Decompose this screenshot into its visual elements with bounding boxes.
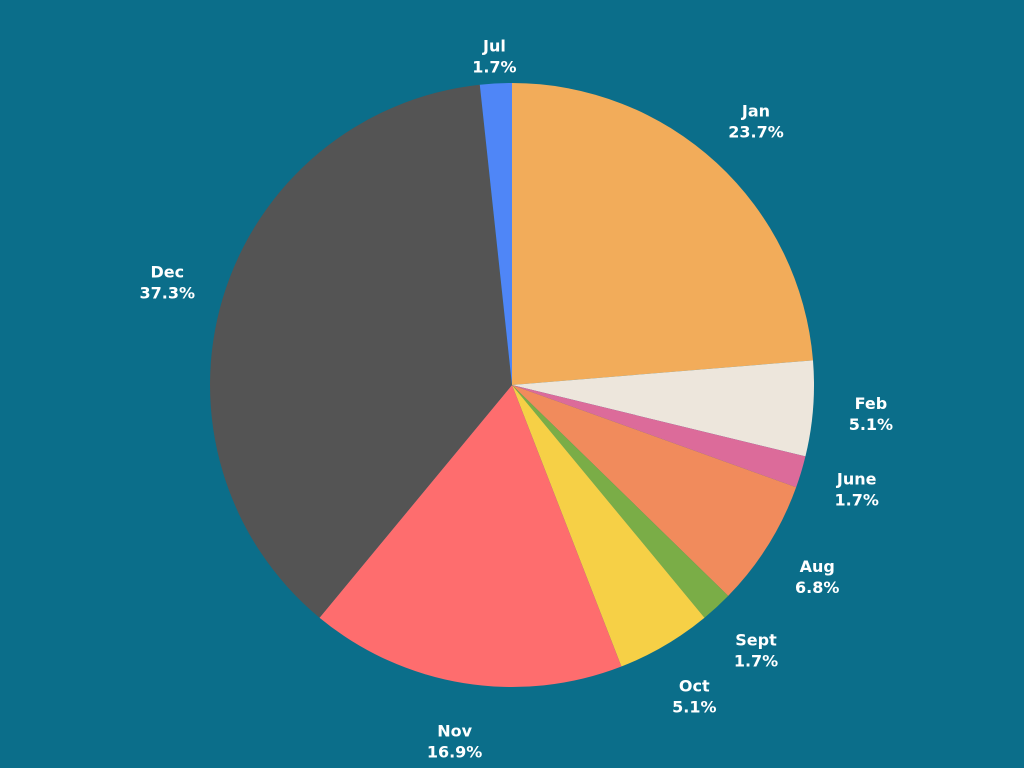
slice-label-aug: Aug 6.8%	[795, 557, 839, 597]
pie-labels: Jan 23.7% Feb 5.1% June 1.7% Aug 6.8% Sept 1.7% Oc…	[140, 37, 894, 762]
slice-label-percent: 1.7%	[835, 491, 879, 510]
slice-label-june: June 1.7%	[835, 470, 879, 510]
slice-label-jul: Jul 1.7%	[472, 37, 516, 77]
pie-slice-dec	[210, 84, 512, 618]
slice-label-percent: 23.7%	[728, 122, 784, 141]
pie-slice-jul	[479, 83, 512, 385]
slice-label-name: Sept	[735, 631, 777, 650]
slice-label-nov: Nov 16.9%	[427, 721, 483, 761]
slice-label-name: Feb	[855, 394, 888, 413]
slice-label-percent: 1.7%	[734, 652, 778, 671]
slice-label-name: June	[836, 470, 877, 489]
slice-label-percent: 1.7%	[472, 58, 516, 77]
slice-label-percent: 37.3%	[140, 283, 196, 302]
slice-label-dec: Dec 37.3%	[140, 262, 196, 302]
pie-slice-sept	[512, 385, 729, 618]
pie-slice-feb	[512, 360, 814, 457]
slice-label-feb: Feb 5.1%	[849, 394, 893, 434]
slice-label-percent: 16.9%	[427, 742, 483, 761]
slice-label-name: Aug	[800, 557, 835, 576]
pie-slice-june	[512, 385, 806, 488]
slice-label-jan: Jan 23.7%	[728, 101, 784, 141]
pie-slice-oct	[512, 385, 705, 667]
slice-label-name: Jul	[482, 37, 506, 56]
pie-slices	[210, 83, 814, 688]
slice-label-name: Oct	[679, 676, 710, 695]
slice-label-name: Dec	[150, 262, 184, 281]
slice-label-name: Nov	[437, 721, 472, 740]
slice-label-percent: 5.1%	[849, 415, 893, 434]
slice-label-percent: 5.1%	[672, 697, 716, 716]
slice-label-name: Jan	[741, 101, 770, 120]
slice-label-percent: 6.8%	[795, 578, 839, 597]
pie-slice-aug	[512, 385, 797, 596]
pie-slice-jan	[512, 83, 813, 385]
slice-label-oct: Oct 5.1%	[672, 676, 716, 716]
slice-label-sept: Sept 1.7%	[734, 631, 778, 671]
pie-slice-nov	[319, 385, 622, 688]
